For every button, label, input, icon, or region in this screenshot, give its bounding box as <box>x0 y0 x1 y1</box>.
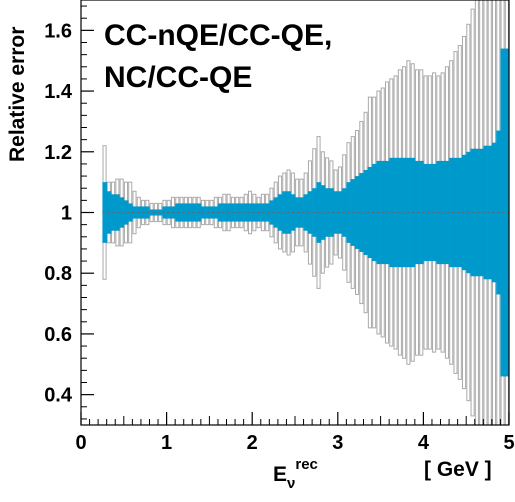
x-axis-unit: [ GeV ] <box>424 458 492 481</box>
x-tick-label: 1 <box>161 432 172 454</box>
inner-error-box <box>299 197 304 228</box>
inner-error-box <box>295 197 300 228</box>
inner-error-box <box>192 203 197 222</box>
inner-error-box <box>252 203 257 222</box>
inner-error-box <box>449 157 454 268</box>
inner-error-box <box>222 203 227 222</box>
inner-error-box <box>209 206 214 219</box>
inner-error-box <box>354 176 360 249</box>
inner-error-box <box>243 203 249 222</box>
inner-error-box <box>188 203 193 222</box>
inner-error-box <box>393 157 399 268</box>
x-tick-label: 5 <box>503 432 514 454</box>
y-tick-label: 0.6 <box>44 324 72 346</box>
inner-error-box <box>419 160 424 265</box>
inner-error-box <box>389 157 394 268</box>
title-line-2: NC/CC-QE <box>104 61 252 94</box>
inner-error-box <box>123 200 129 225</box>
x-tick-label: 0 <box>75 432 86 454</box>
inner-error-box <box>282 191 287 234</box>
inner-error-box <box>128 203 133 222</box>
x-axis-title: Eνrec <box>273 456 318 492</box>
axis-ticks: 0 1 2 3 4 5 0.4 0.6 0.8 1 1.2 1.4 1.6 <box>44 5 515 454</box>
inner-error-box <box>235 203 240 222</box>
x-axis-title-main: E <box>273 463 287 486</box>
inner-error-box <box>457 157 463 268</box>
x-tick-label: 3 <box>332 432 343 454</box>
y-tick-label: 1 <box>61 203 72 225</box>
inner-error-box <box>333 191 339 234</box>
y-tick-label: 0.4 <box>44 385 73 407</box>
inner-error-box <box>483 145 488 280</box>
inner-error-box <box>213 206 219 219</box>
x-axis-title-sup: rec <box>295 456 318 473</box>
inner-error-box <box>359 173 364 252</box>
inner-error-box <box>444 160 450 265</box>
inner-error-box <box>269 200 274 225</box>
inner-error-box <box>487 145 493 280</box>
inner-error-box <box>277 194 283 231</box>
x-tick-label: 4 <box>418 432 430 454</box>
inner-error-box <box>239 203 244 222</box>
inner-error-box <box>247 203 253 222</box>
inner-error-box <box>158 209 163 216</box>
inner-error-box <box>179 203 185 222</box>
inner-error-box <box>312 188 317 237</box>
inner-error-box <box>384 160 390 265</box>
title-line-1: CC-nQE/CC-QE, <box>104 19 332 52</box>
inner-error-box <box>367 166 373 259</box>
inner-error-box <box>307 191 313 234</box>
inner-error-box <box>149 209 155 216</box>
x-tick-label: 2 <box>247 432 258 454</box>
inner-error-box <box>453 157 458 268</box>
inner-error-box <box>217 203 223 222</box>
inner-error-box <box>329 188 334 237</box>
y-tick-label: 1.6 <box>44 20 72 42</box>
y-tick-label: 0.8 <box>44 263 72 285</box>
inner-error-box <box>303 194 309 231</box>
inner-error-box <box>183 203 189 222</box>
inner-error-box <box>337 191 343 234</box>
inner-error-box <box>324 188 330 237</box>
inner-error-box <box>479 148 484 277</box>
inner-error-box <box>265 203 270 222</box>
inner-error-box <box>397 157 403 268</box>
inner-error-box <box>474 148 480 277</box>
inner-error-box <box>162 206 167 219</box>
inner-error-box <box>119 197 125 228</box>
y-tick-label: 1.4 <box>44 81 73 103</box>
inner-error-box <box>427 163 433 262</box>
inner-error-box <box>273 197 279 228</box>
inner-error-box <box>153 209 159 216</box>
y-tick-label: 1.2 <box>44 142 72 164</box>
inner-error-box <box>102 182 107 243</box>
inner-error-box <box>414 160 420 265</box>
inner-error-box <box>132 206 137 219</box>
inner-error-box <box>363 170 369 255</box>
x-axis-title-sub: ν <box>287 475 295 492</box>
inner-error-box <box>423 163 428 262</box>
inner-error-box <box>504 48 509 377</box>
y-axis-title: Relative error <box>6 27 29 162</box>
